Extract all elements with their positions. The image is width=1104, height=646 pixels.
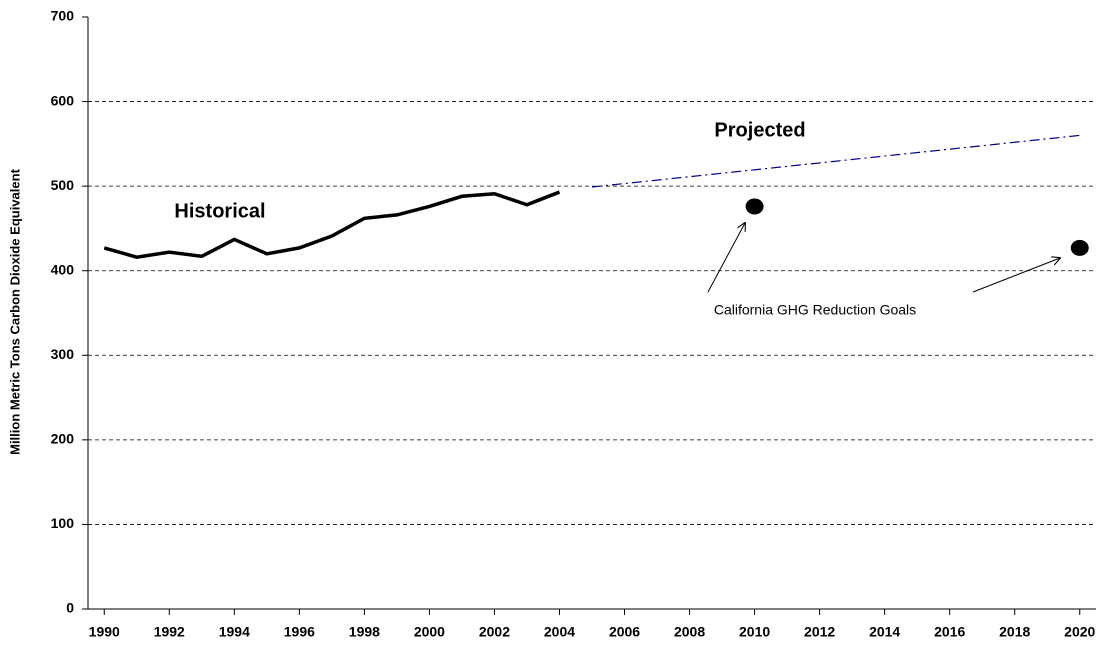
- y-tick-label: 600: [51, 92, 75, 108]
- x-tick-label: 1994: [219, 624, 250, 640]
- x-tick-label: 1998: [349, 624, 380, 640]
- series-label: California GHG Reduction Goals: [714, 302, 916, 318]
- x-tick-label: 1992: [154, 624, 185, 640]
- y-tick-label: 100: [51, 515, 75, 531]
- x-tick-label: 2006: [609, 624, 640, 640]
- x-tick-label: 2010: [739, 624, 770, 640]
- annotation-arrow: [972, 258, 1060, 293]
- y-tick-label: 500: [51, 177, 75, 193]
- series-label: Historical: [174, 200, 265, 222]
- x-tick-label: 2014: [869, 624, 900, 640]
- y-tick-label: 400: [51, 261, 75, 277]
- y-tick-label: 0: [66, 600, 74, 616]
- x-tick-label: 2020: [1064, 624, 1095, 640]
- x-tick-label: 1996: [284, 624, 315, 640]
- x-tick-label: 2012: [804, 624, 835, 640]
- x-tick-label: 2016: [934, 624, 965, 640]
- y-tick-label: 300: [51, 346, 75, 362]
- goal-point: [1070, 239, 1089, 256]
- series-label: Projected: [714, 119, 805, 141]
- series-line: [103, 190, 561, 259]
- x-tick-label: 2008: [674, 624, 705, 640]
- annotation-arrow: [707, 223, 745, 293]
- x-tick-label: 2002: [479, 624, 510, 640]
- y-tick-label: 200: [51, 431, 75, 447]
- y-tick-label: 700: [51, 8, 75, 24]
- goal-point: [745, 198, 764, 215]
- series-line: [591, 134, 1080, 188]
- x-tick-label: 2018: [999, 624, 1030, 640]
- y-axis-label: Million Metric Tons Carbon Dioxide Equiv…: [7, 168, 22, 454]
- x-tick-label: 2004: [544, 624, 575, 640]
- x-tick-label: 2000: [414, 624, 445, 640]
- x-tick-label: 1990: [89, 624, 120, 640]
